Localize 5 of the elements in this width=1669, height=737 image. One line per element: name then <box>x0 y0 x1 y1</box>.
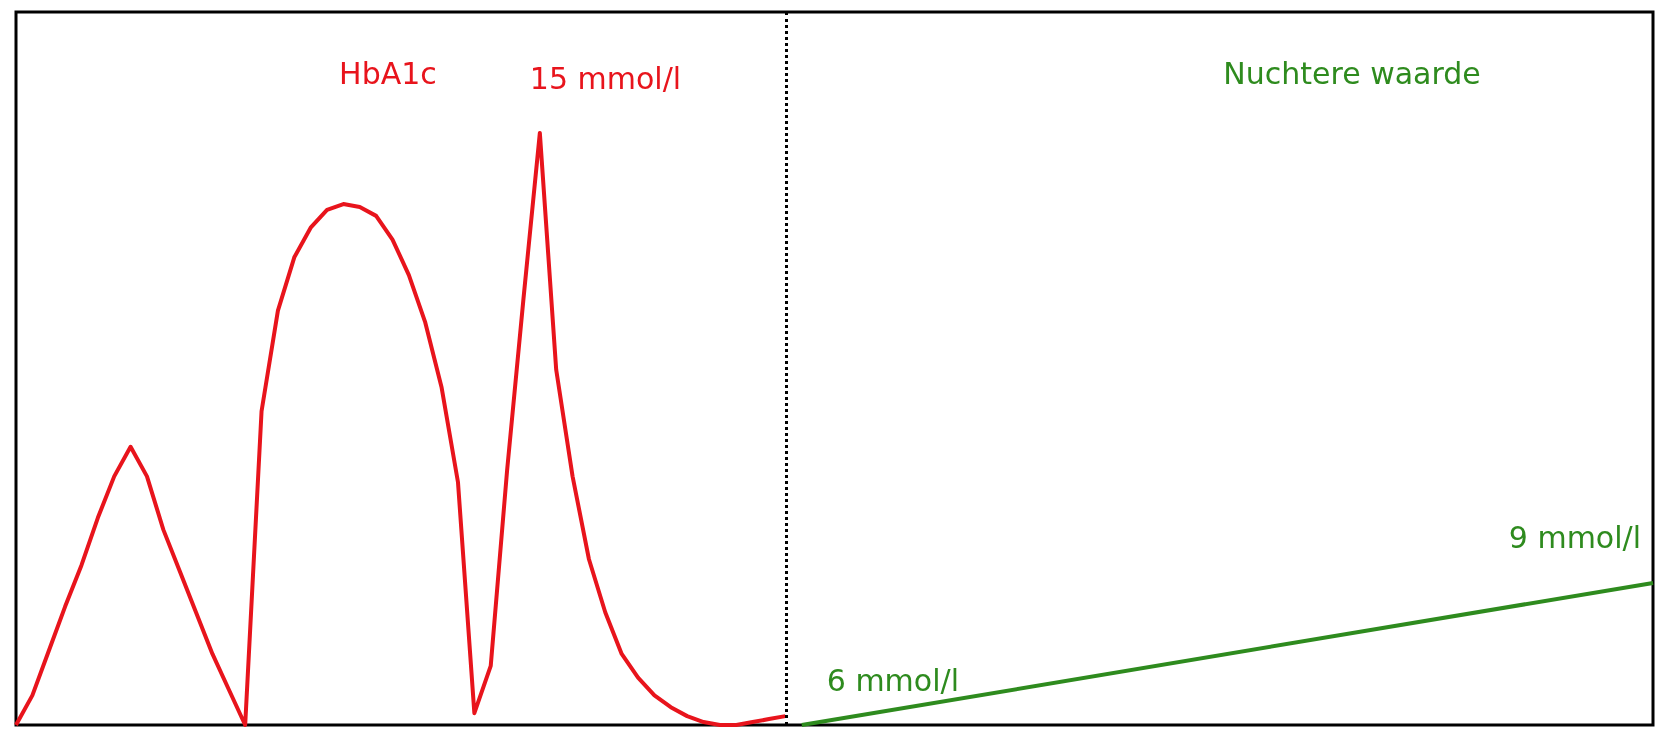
text: 15 mmol/l <box>529 60 682 96</box>
annotation: 9 mmol/l <box>1508 520 1641 556</box>
annotation: 6 mmol/l <box>826 662 959 698</box>
text: HbA1c <box>339 55 437 91</box>
text: Nuchtere waarde <box>1223 55 1481 91</box>
